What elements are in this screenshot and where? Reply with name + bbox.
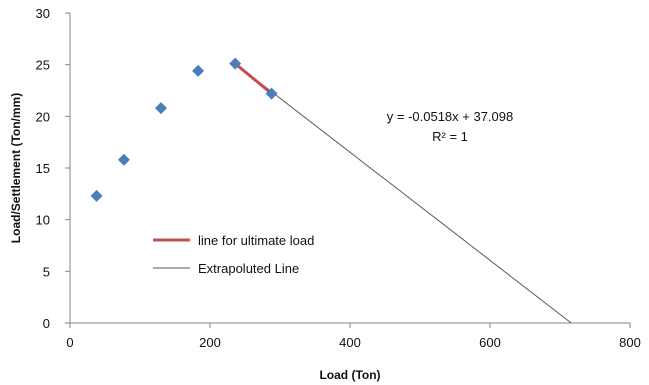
series-layer bbox=[234, 63, 572, 324]
y-tick-label: 5 bbox=[43, 264, 50, 279]
data-point bbox=[90, 189, 103, 202]
y-tick-label: 0 bbox=[43, 316, 50, 331]
y-axis-ticks: 0 5 10 15 20 25 30 bbox=[36, 6, 70, 331]
legend-label-ultimate-load: line for ultimate load bbox=[198, 233, 314, 248]
y-tick-label: 20 bbox=[36, 109, 50, 124]
y-tick-label: 10 bbox=[36, 213, 50, 228]
extrapolated-line bbox=[234, 63, 572, 324]
y-tick-label: 30 bbox=[36, 6, 50, 21]
x-axis-title: Load (Ton) bbox=[319, 368, 380, 382]
legend-label-extrapolated-line: Extrapoluted Line bbox=[198, 261, 299, 276]
y-axis-title: Load/Settlement (Ton/mm) bbox=[9, 93, 23, 243]
data-point bbox=[155, 102, 167, 115]
x-axis-ticks: 0 200 400 600 800 bbox=[66, 323, 641, 350]
y-tick-label: 15 bbox=[36, 161, 50, 176]
data-point bbox=[229, 57, 242, 70]
data-point bbox=[117, 153, 130, 166]
data-point bbox=[192, 64, 205, 77]
x-tick-label: 0 bbox=[66, 335, 73, 350]
legend: line for ultimate load Extrapoluted Line bbox=[153, 233, 314, 276]
y-tick-label: 25 bbox=[36, 58, 50, 73]
trendline-equation: y = -0.0518x + 37.098 bbox=[387, 109, 513, 124]
points-layer bbox=[90, 57, 278, 202]
axes bbox=[69, 13, 630, 324]
data-point bbox=[265, 87, 278, 100]
ultimate-load-line bbox=[234, 62, 273, 95]
x-tick-label: 600 bbox=[479, 335, 501, 350]
x-tick-label: 800 bbox=[619, 335, 641, 350]
r-squared-label: R² = 1 bbox=[432, 129, 468, 144]
x-tick-label: 400 bbox=[339, 335, 361, 350]
x-tick-label: 200 bbox=[199, 335, 221, 350]
